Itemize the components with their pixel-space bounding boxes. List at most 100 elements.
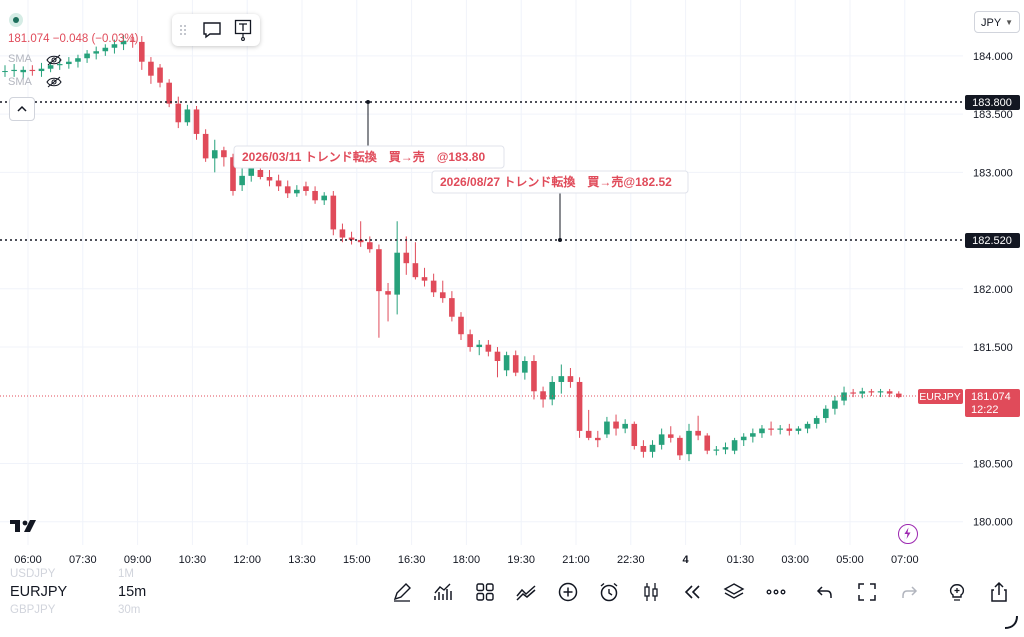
- time-tick-label: 15:00: [343, 554, 371, 566]
- candle-body: [339, 229, 346, 238]
- candle-body: [804, 423, 811, 429]
- time-axis[interactable]: 06:00 07:30 09:00 10:30 12:00 13:30 15:00 16:30…: [14, 554, 918, 566]
- share-icon[interactable]: [988, 581, 1010, 603]
- candle-body: [795, 428, 802, 431]
- market-status-icon[interactable]: [9, 13, 23, 27]
- symbol-prev[interactable]: USDJPY: [10, 568, 56, 580]
- compare-icon[interactable]: [515, 581, 537, 603]
- last-price-countdown: 12:22: [971, 404, 999, 416]
- price-change-line: 181.074 −0.048 (−0.03%): [8, 33, 138, 45]
- candle-body: [367, 242, 373, 250]
- candle-body: [11, 69, 17, 72]
- candle-body: [47, 65, 54, 69]
- interval-prev[interactable]: 1M: [118, 568, 134, 580]
- last-price-symbol: EURJPY: [919, 391, 960, 403]
- price-tick-label: 180.500: [973, 458, 1013, 470]
- candle-body: [832, 400, 838, 409]
- symbol-current[interactable]: EURJPY: [10, 584, 68, 600]
- candle-body: [211, 150, 218, 159]
- candle-body: [813, 418, 820, 424]
- symbol-next[interactable]: GBPJPY: [10, 604, 56, 616]
- candle-body: [859, 391, 866, 394]
- candle-body: [184, 109, 191, 123]
- candle-body: [695, 430, 701, 436]
- lightbulb-icon[interactable]: [946, 581, 968, 603]
- candle-body: [558, 376, 565, 382]
- note-2-anchor[interactable]: [558, 238, 562, 242]
- candle-body: [777, 428, 783, 430]
- layout-grid-icon[interactable]: [474, 581, 496, 603]
- note-1[interactable]: 2026/03/11 トレンド転換 買→売 @183.80: [233, 145, 505, 169]
- candle-body: [631, 423, 638, 447]
- fullscreen-icon[interactable]: [856, 581, 878, 603]
- candle-body: [193, 109, 200, 134]
- candle-body: [512, 355, 519, 373]
- indicators-icon[interactable]: [432, 581, 454, 603]
- indicator-sma-2[interactable]: SMA: [8, 76, 32, 88]
- candle-body: [485, 344, 492, 352]
- time-tick-label: 10:30: [179, 554, 207, 566]
- collapse-legend-button[interactable]: [9, 97, 35, 121]
- candle-body: [2, 71, 8, 73]
- candle-body: [294, 189, 300, 194]
- candle-body: [740, 436, 747, 441]
- time-tick-label: 18:00: [453, 554, 481, 566]
- candle-series: [2, 33, 902, 462]
- undo-icon[interactable]: [814, 581, 836, 603]
- time-tick-label: 21:00: [562, 554, 590, 566]
- lightning-icon[interactable]: [898, 524, 918, 544]
- time-tick-label: 07:00: [891, 554, 919, 566]
- candle-body: [93, 51, 99, 54]
- drawing-toolbar-popup: [172, 14, 260, 46]
- indicator-sma-1[interactable]: SMA: [8, 53, 32, 65]
- candle-body: [704, 435, 711, 451]
- pen-icon[interactable]: [391, 581, 413, 603]
- candle-body: [595, 437, 601, 441]
- resize-handle-icon[interactable]: [1003, 614, 1019, 630]
- interval-next[interactable]: 30m: [118, 604, 141, 616]
- candle-body: [522, 361, 528, 373]
- candle-body: [686, 430, 692, 455]
- candle-body: [403, 252, 410, 264]
- candle-body: [649, 444, 656, 452]
- redo-icon[interactable]: [898, 581, 920, 603]
- candle-body: [175, 103, 182, 123]
- candle-body: [850, 392, 856, 394]
- drag-handle-icon[interactable]: [179, 24, 187, 36]
- alarm-clock-icon[interactable]: [598, 581, 620, 603]
- text-tool-icon[interactable]: [234, 19, 252, 41]
- eye-off-icon[interactable]: [46, 76, 62, 88]
- candle-body: [66, 61, 72, 65]
- price-tick-label: 181.500: [973, 342, 1013, 354]
- bottom-toolbar: [0, 567, 1024, 637]
- price-label-line-1-text: 183.800: [972, 97, 1012, 109]
- currency-select[interactable]: JPY ▼: [974, 11, 1020, 33]
- candles-icon[interactable]: [640, 581, 662, 603]
- candle-body: [312, 190, 318, 201]
- layers-icon[interactable]: [723, 581, 745, 603]
- candle-body: [202, 133, 209, 159]
- more-icon[interactable]: [765, 581, 787, 603]
- comment-icon[interactable]: [202, 21, 222, 39]
- candle-body: [430, 280, 437, 293]
- note-1-anchor[interactable]: [366, 100, 370, 104]
- replay-icon[interactable]: [681, 581, 703, 603]
- candle-body: [786, 428, 793, 431]
- interval-current[interactable]: 15m: [118, 584, 147, 600]
- candle-body: [585, 430, 592, 438]
- candle-body: [166, 82, 172, 104]
- candle-body: [667, 434, 674, 438]
- candle-body: [622, 423, 628, 429]
- price-axis[interactable]: 184.000 183.500 183.000 182.000 181.500 180.5…: [973, 51, 1013, 529]
- horizontal-lines: [0, 100, 963, 397]
- candle-body: [567, 376, 574, 382]
- candle-body: [841, 392, 847, 401]
- candle-body: [439, 292, 446, 299]
- candle-body: [348, 237, 355, 240]
- candle-body: [576, 381, 583, 431]
- price-chart[interactable]: 2026/03/11 トレンド転換 買→売 @183.80 2026/08/27…: [0, 0, 1024, 567]
- eye-off-icon[interactable]: [46, 54, 62, 66]
- note-2[interactable]: 2026/08/27 トレンド転換 買→売@182.52: [431, 170, 689, 194]
- candle-body: [868, 391, 875, 393]
- add-circle-icon[interactable]: [557, 581, 579, 603]
